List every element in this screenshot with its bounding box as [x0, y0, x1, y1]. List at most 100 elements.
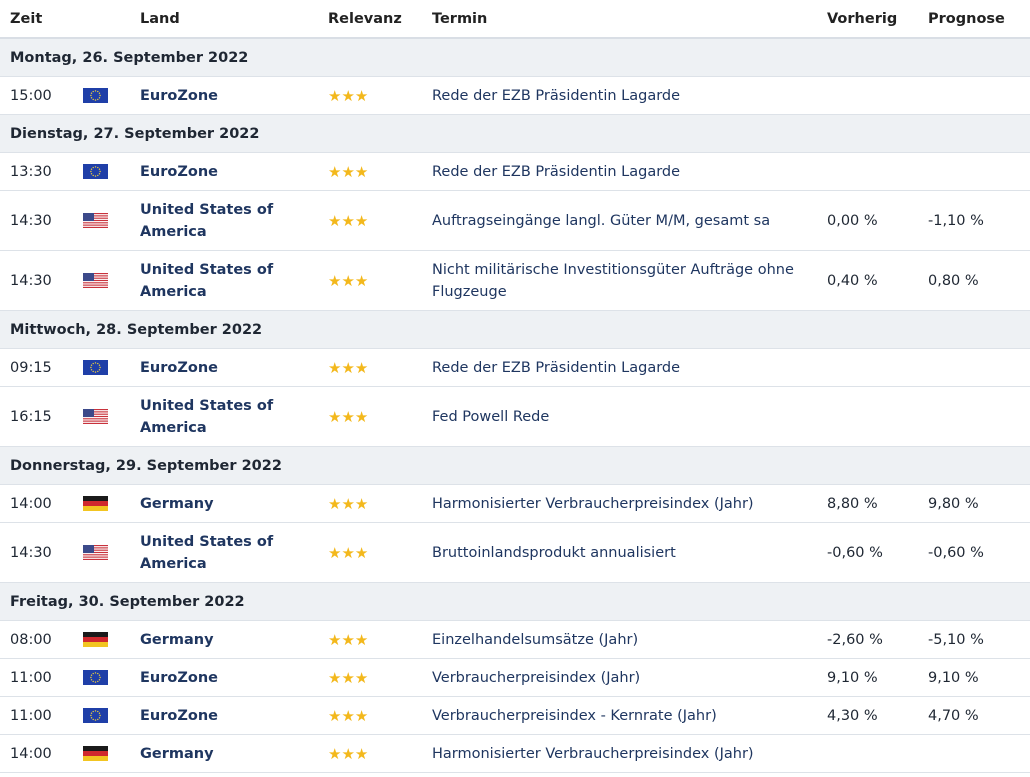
event-link[interactable]: Fed Powell Rede [432, 408, 550, 425]
event-time: 14:00 [10, 495, 52, 512]
header-prognose[interactable]: Prognose [928, 10, 1005, 27]
relevance-stars-icon: ★★★ [328, 744, 369, 763]
event-time: 14:30 [10, 272, 52, 289]
relevance-stars-icon: ★★★ [328, 407, 369, 426]
table-row[interactable]: 11:00 EuroZone ★★★ Verbraucherpreisindex (J… [0, 659, 1030, 697]
forecast-value: 9,10 % [928, 669, 979, 686]
table-row[interactable]: 08:00 Germany ★★★ Einzelhandelsumsätze (Jah… [0, 621, 1030, 659]
event-link[interactable]: Verbraucherpreisindex (Jahr) [432, 669, 641, 686]
relevance-stars-icon: ★★★ [328, 668, 369, 687]
header-relevanz[interactable]: Relevanz [328, 10, 402, 27]
forecast-value: 9,80 % [928, 495, 979, 512]
forecast-value: -5,10 % [928, 631, 984, 648]
country-link[interactable]: United States of America [140, 261, 274, 300]
event-time: 14:00 [10, 745, 52, 762]
event-time: 13:30 [10, 163, 52, 180]
event-time: 16:15 [10, 408, 52, 425]
header-land[interactable]: Land [140, 10, 180, 27]
event-link[interactable]: Rede der EZB Präsidentin Lagarde [432, 359, 681, 376]
event-time: 14:30 [10, 212, 52, 229]
de-flag-icon [83, 746, 140, 761]
event-link[interactable]: Rede der EZB Präsidentin Lagarde [432, 87, 681, 104]
event-time: 14:30 [10, 544, 52, 561]
event-time: 11:00 [10, 669, 52, 686]
day-header: Donnerstag, 29. September 2022 [0, 447, 1030, 485]
day-header: Dienstag, 27. September 2022 [0, 115, 1030, 153]
relevance-stars-icon: ★★★ [328, 706, 369, 725]
header-termin[interactable]: Termin [432, 10, 488, 27]
country-link[interactable]: Germany [140, 495, 214, 512]
table-row[interactable]: 14:00 Germany ★★★ Harmonisierter Verbrauche… [0, 485, 1030, 523]
forecast-value: -0,60 % [928, 544, 984, 561]
eu-flag-icon [83, 708, 140, 723]
table-row[interactable]: 13:30 EuroZone ★★★ Rede der EZB Präsidentin… [0, 153, 1030, 191]
event-link[interactable]: Auftragseingänge langl. Güter M/M, gesam… [432, 212, 771, 229]
country-link[interactable]: EuroZone [140, 669, 218, 686]
relevance-stars-icon: ★★★ [328, 358, 369, 377]
table-row[interactable]: 09:15 EuroZone ★★★ Rede der EZB Präsidentin… [0, 349, 1030, 387]
previous-value: -2,60 % [827, 631, 883, 648]
table-body: Montag, 26. September 2022 15:00 EuroZone ★… [0, 39, 1030, 773]
eu-flag-icon [83, 88, 140, 103]
relevance-stars-icon: ★★★ [328, 211, 369, 230]
event-link[interactable]: Einzelhandelsumsätze (Jahr) [432, 631, 639, 648]
event-time: 08:00 [10, 631, 52, 648]
table-row[interactable]: 14:00 Germany ★★★ Harmonisierter Verbrauche… [0, 735, 1030, 773]
forecast-value: 0,80 % [928, 272, 979, 289]
relevance-stars-icon: ★★★ [328, 162, 369, 181]
forecast-value: -1,10 % [928, 212, 984, 229]
us-flag-icon [83, 545, 140, 560]
country-link[interactable]: EuroZone [140, 163, 218, 180]
previous-value: -0,60 % [827, 544, 883, 561]
us-flag-icon [83, 409, 140, 424]
table-row[interactable]: 14:30 United States of America ★★★ Auftrags… [0, 191, 1030, 251]
relevance-stars-icon: ★★★ [328, 271, 369, 290]
previous-value: 8,80 % [827, 495, 878, 512]
country-link[interactable]: EuroZone [140, 87, 218, 104]
event-link[interactable]: Nicht militärische Investitionsgüter Auf… [432, 261, 794, 300]
event-link[interactable]: Verbraucherpreisindex - Kernrate (Jahr) [432, 707, 717, 724]
us-flag-icon [83, 213, 140, 228]
country-link[interactable]: Germany [140, 631, 214, 648]
day-header: Mittwoch, 28. September 2022 [0, 311, 1030, 349]
country-link[interactable]: United States of America [140, 201, 274, 240]
eu-flag-icon [83, 164, 140, 179]
previous-value: 4,30 % [827, 707, 878, 724]
country-link[interactable]: United States of America [140, 533, 274, 572]
relevance-stars-icon: ★★★ [328, 494, 369, 513]
eu-flag-icon [83, 360, 140, 375]
country-link[interactable]: EuroZone [140, 707, 218, 724]
table-row[interactable]: 11:00 EuroZone ★★★ Verbraucherpreisindex - … [0, 697, 1030, 735]
header-vorherig[interactable]: Vorherig [827, 10, 898, 27]
table-row[interactable]: 16:15 United States of America ★★★ Fed Powe… [0, 387, 1030, 447]
previous-value: 9,10 % [827, 669, 878, 686]
event-time: 15:00 [10, 87, 52, 104]
country-link[interactable]: United States of America [140, 397, 274, 436]
header-zeit[interactable]: Zeit [10, 10, 43, 27]
country-link[interactable]: EuroZone [140, 359, 218, 376]
forecast-value: 4,70 % [928, 707, 979, 724]
us-flag-icon [83, 273, 140, 288]
event-link[interactable]: Rede der EZB Präsidentin Lagarde [432, 163, 681, 180]
table-row[interactable]: 15:00 EuroZone ★★★ Rede der EZB Präsidentin… [0, 77, 1030, 115]
country-link[interactable]: Germany [140, 745, 214, 762]
eu-flag-icon [83, 670, 140, 685]
table-row[interactable]: 14:30 United States of America ★★★ Nicht mi… [0, 251, 1030, 311]
relevance-stars-icon: ★★★ [328, 543, 369, 562]
event-link[interactable]: Harmonisierter Verbraucherpreisindex (Ja… [432, 745, 754, 762]
day-header: Montag, 26. September 2022 [0, 39, 1030, 77]
event-link[interactable]: Harmonisierter Verbraucherpreisindex (Ja… [432, 495, 754, 512]
event-link[interactable]: Bruttoinlandsprodukt annualisiert [432, 544, 676, 561]
previous-value: 0,40 % [827, 272, 878, 289]
table-header: Zeit Land Relevanz Termin Vorherig Progn… [0, 0, 1030, 39]
de-flag-icon [83, 496, 140, 511]
relevance-stars-icon: ★★★ [328, 86, 369, 105]
table-row[interactable]: 14:30 United States of America ★★★ Bruttoin… [0, 523, 1030, 583]
de-flag-icon [83, 632, 140, 647]
event-time: 11:00 [10, 707, 52, 724]
relevance-stars-icon: ★★★ [328, 630, 369, 649]
previous-value: 0,00 % [827, 212, 878, 229]
day-header: Freitag, 30. September 2022 [0, 583, 1030, 621]
event-time: 09:15 [10, 359, 52, 376]
